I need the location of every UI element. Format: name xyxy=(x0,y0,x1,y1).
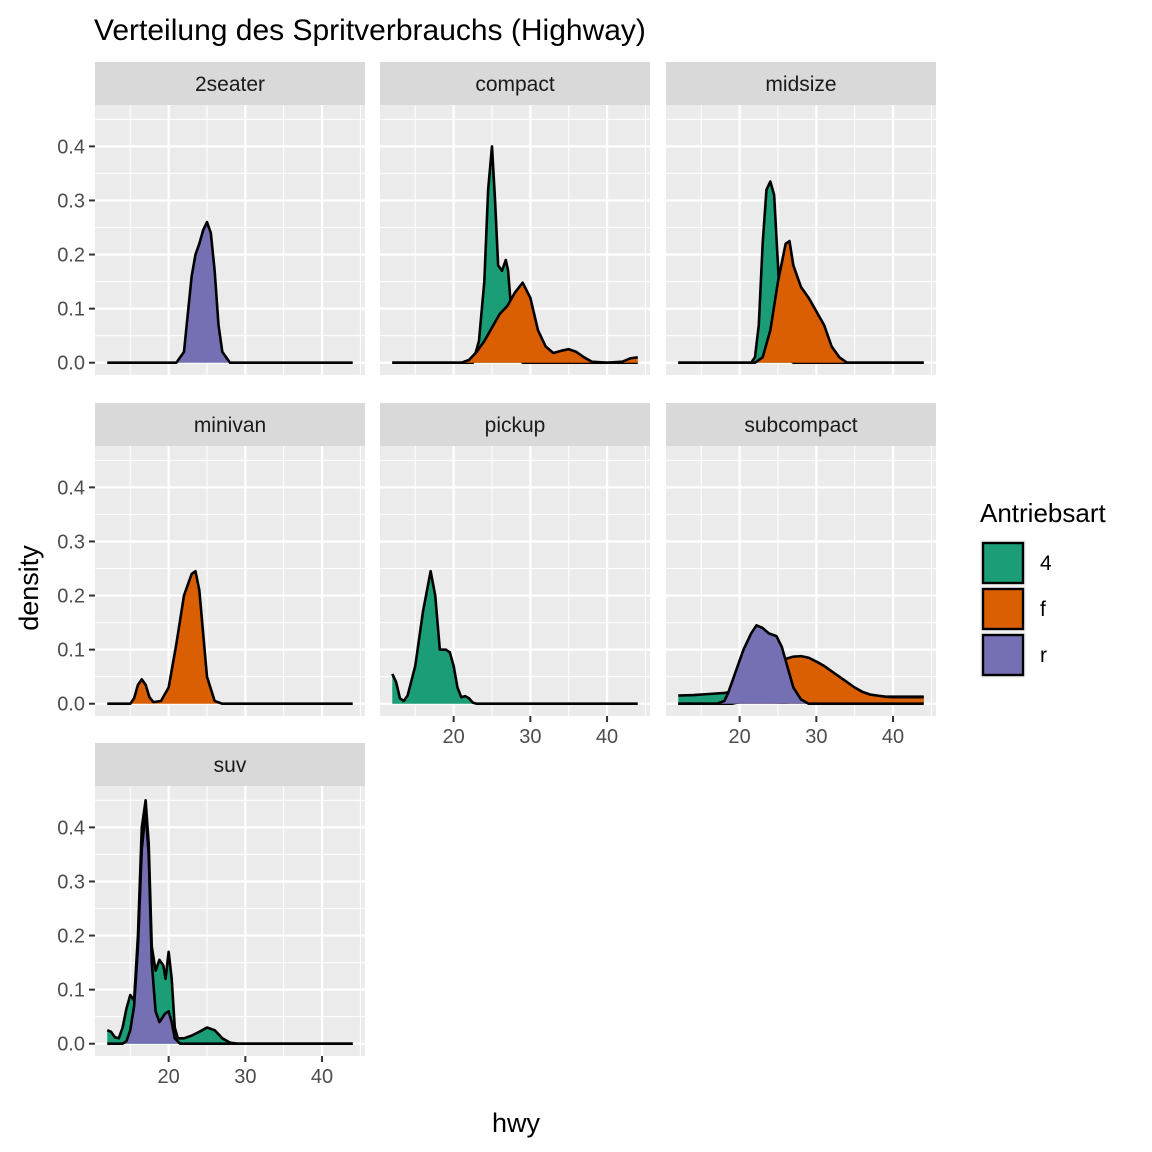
y-tick-label: 0.1 xyxy=(57,640,85,662)
facet-panel-pickup: pickup 20 30 40 xyxy=(380,403,650,748)
x-axis-title: hwy xyxy=(492,1108,541,1138)
facet-strip-label: minivan xyxy=(194,414,266,437)
x-tick-label: 20 xyxy=(729,726,751,748)
x-tick-label: 20 xyxy=(158,1066,180,1088)
facet-strip-label: midsize xyxy=(765,73,836,96)
y-tick-label: 0.4 xyxy=(57,136,85,158)
y-tick-label: 0.4 xyxy=(57,477,85,499)
legend-label-f: f xyxy=(1040,598,1046,621)
x-tick-label: 30 xyxy=(519,726,541,748)
y-tick-label: 0.3 xyxy=(57,871,85,893)
facet-strip-label: subcompact xyxy=(744,414,857,437)
y-tick-label: 0.1 xyxy=(57,980,85,1002)
facet-panel-compact: compact xyxy=(380,62,650,375)
facet-panel-2seater: 2seater 0.0 0.1 0.2 0.3 0.4 xyxy=(57,62,365,375)
facet-strip-label: 2seater xyxy=(195,73,265,96)
y-tick-label: 0.3 xyxy=(57,531,85,553)
x-tick-label: 40 xyxy=(596,726,618,748)
facet-panel-midsize: midsize xyxy=(666,62,936,375)
y-tick-label: 0.3 xyxy=(57,190,85,212)
y-axis-title: density xyxy=(14,545,44,631)
facet-strip-label: compact xyxy=(475,73,555,96)
facet-panel-suv: suv 0.0 0.1 0.2 0.3 0.4 20 30 40 xyxy=(57,743,365,1088)
y-tick-label: 0.1 xyxy=(57,299,85,321)
facet-panels: 2seater 0.0 0.1 0.2 0.3 0.4 compact midsize mini… xyxy=(57,62,936,1088)
x-tick-label: 40 xyxy=(882,726,904,748)
x-tick-label: 20 xyxy=(443,726,465,748)
legend-title: Antriebsart xyxy=(980,498,1106,528)
facet-panel-subcompact: subcompact 20 30 40 xyxy=(666,403,936,748)
facet-strip-label: suv xyxy=(214,754,247,777)
y-tick-label: 0.2 xyxy=(57,586,85,608)
legend-swatch-r xyxy=(983,635,1023,675)
y-tick-label: 0.4 xyxy=(57,817,85,839)
legend-label-4: 4 xyxy=(1040,552,1052,575)
chart-title: Verteilung des Spritverbrauchs (Highway) xyxy=(94,14,646,47)
facet-strip-label: pickup xyxy=(485,414,546,437)
y-tick-label: 0.2 xyxy=(57,926,85,948)
legend-swatch-f xyxy=(983,589,1023,629)
y-tick-label: 0.2 xyxy=(57,245,85,267)
legend-label-r: r xyxy=(1040,644,1047,667)
y-tick-label: 0.0 xyxy=(57,353,85,375)
legend: Antriebsart 4 fr xyxy=(980,498,1106,678)
x-tick-label: 30 xyxy=(234,1066,256,1088)
facet-panel-minivan: minivan 0.0 0.1 0.2 0.3 0.4 xyxy=(57,403,365,716)
x-tick-label: 30 xyxy=(805,726,827,748)
legend-swatch-4 xyxy=(983,543,1023,583)
y-tick-label: 0.0 xyxy=(57,694,85,716)
x-tick-label: 40 xyxy=(311,1066,333,1088)
y-tick-label: 0.0 xyxy=(57,1034,85,1056)
